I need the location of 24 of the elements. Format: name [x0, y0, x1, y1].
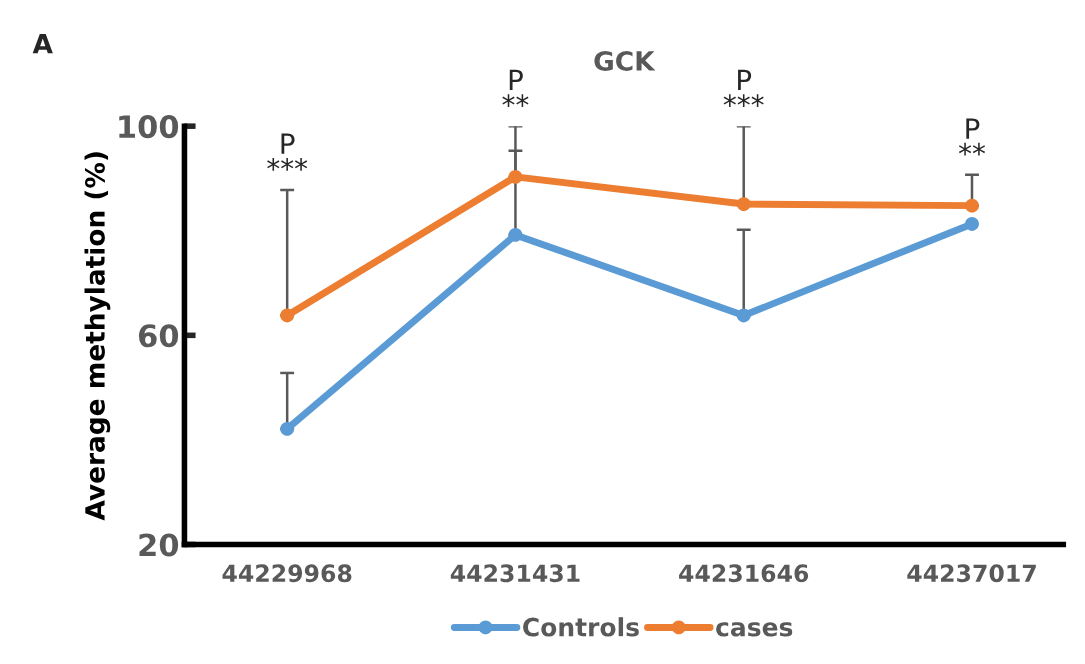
text: P ***	[723, 69, 764, 107]
point	[508, 169, 523, 184]
legend-label: Controls	[523, 617, 639, 637]
point	[280, 421, 295, 436]
point	[736, 197, 751, 212]
text: P **	[502, 69, 529, 107]
annotation: P **	[958, 118, 986, 156]
point	[508, 227, 523, 242]
annotation: P ***	[267, 133, 308, 171]
point	[280, 308, 295, 323]
legend-label: cases	[716, 622, 793, 637]
chart-title: GCK	[594, 51, 656, 71]
point	[965, 217, 979, 231]
y-tick-label: 20	[139, 533, 179, 557]
x-tick-label: 44229968	[222, 564, 352, 583]
point	[736, 308, 751, 323]
x-tick-label: 44237017	[907, 564, 1036, 583]
text: A	[32, 34, 53, 54]
y-axis-title: Average methylation (%)	[84, 152, 111, 521]
x-tick-label: 44231431	[450, 564, 580, 583]
point	[965, 198, 979, 213]
y-tick-label: 60	[138, 324, 179, 348]
x-tick-label: 44231646	[679, 564, 809, 583]
y-tick-label: 100	[119, 115, 179, 139]
